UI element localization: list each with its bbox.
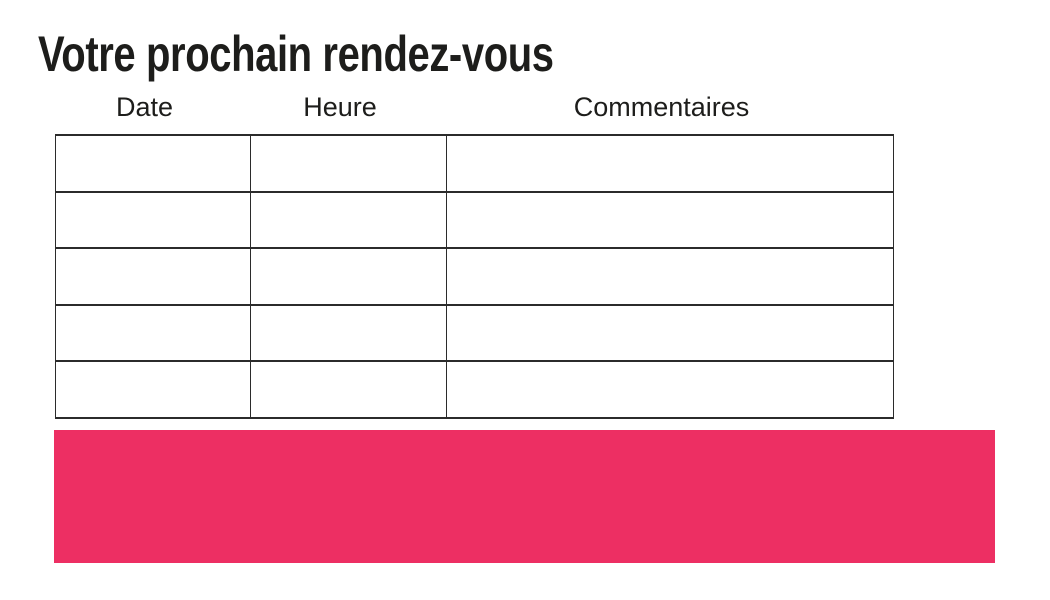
column-header-commentaires: Commentaires bbox=[573, 92, 750, 122]
column-header-heure: Heure bbox=[303, 92, 377, 122]
cell-heure bbox=[250, 190, 447, 249]
table-column-headers: Date Heure Commentaires bbox=[47, 92, 885, 123]
table-row bbox=[55, 190, 894, 249]
table-row bbox=[55, 360, 894, 419]
cell-date bbox=[55, 360, 251, 419]
cell-date bbox=[55, 303, 251, 362]
pink-banner bbox=[54, 430, 995, 563]
cell-commentaires bbox=[446, 303, 894, 362]
cell-commentaires bbox=[446, 247, 894, 306]
table-row bbox=[55, 247, 894, 306]
table-row bbox=[55, 303, 894, 362]
table-row bbox=[55, 134, 894, 193]
cell-commentaires bbox=[446, 360, 894, 419]
cell-date bbox=[55, 190, 251, 249]
cell-heure bbox=[250, 303, 447, 362]
page-title: Votre prochain rendez-vous bbox=[38, 26, 554, 82]
cell-commentaires bbox=[446, 134, 894, 193]
column-header-date: Date bbox=[115, 92, 174, 122]
appointments-table bbox=[55, 134, 894, 419]
cell-date bbox=[55, 134, 251, 193]
appointments-table-body bbox=[55, 134, 894, 419]
cell-date bbox=[55, 247, 251, 306]
cell-commentaires bbox=[446, 190, 894, 249]
cell-heure bbox=[250, 360, 447, 419]
cell-heure bbox=[250, 247, 447, 306]
cell-heure bbox=[250, 134, 447, 193]
